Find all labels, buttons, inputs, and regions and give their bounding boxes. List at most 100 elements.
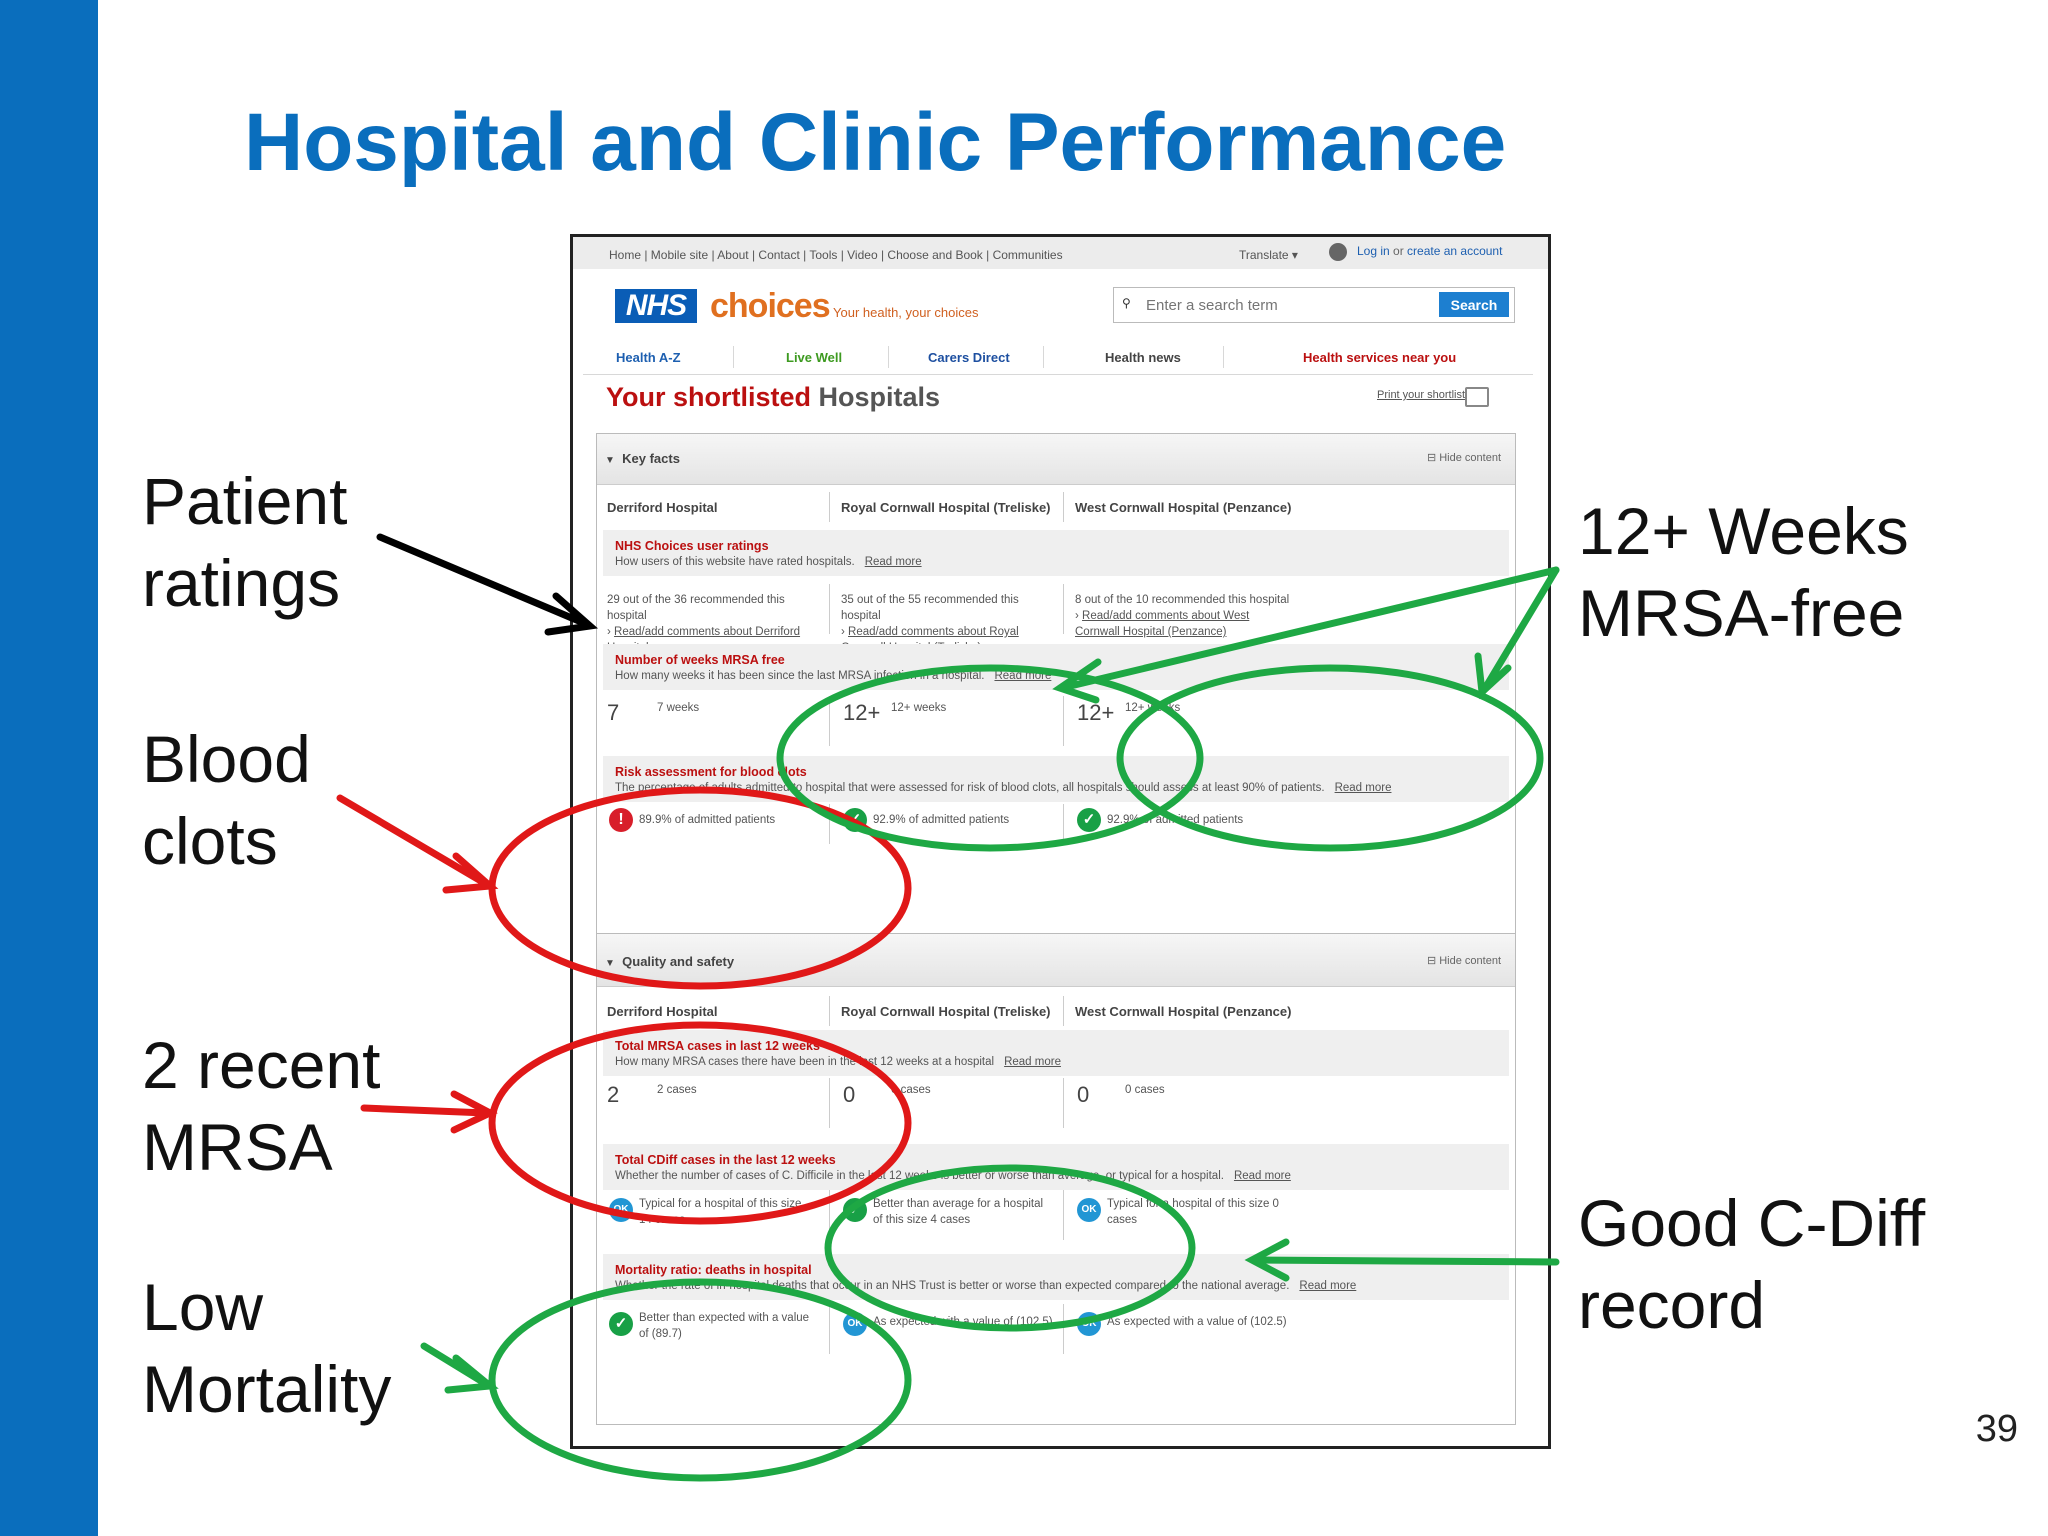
main-nav: Health A-Z Live Well Carers Direct Healt… bbox=[583, 340, 1533, 375]
print-shortlist-link[interactable]: Print your shortlist bbox=[1377, 389, 1466, 401]
label-cdiff-record: Good C-Diff record bbox=[1578, 1186, 1926, 1342]
hospital-column-1: Derriford Hospital bbox=[607, 500, 718, 515]
column-divider bbox=[1063, 1304, 1064, 1354]
search-input[interactable] bbox=[1144, 294, 1438, 316]
choices-logo[interactable]: choices bbox=[710, 287, 831, 325]
slide-sidebar-bar bbox=[0, 0, 98, 1536]
label-patient-ratings: Patient ratings bbox=[142, 464, 348, 620]
arrow-cdiff bbox=[1250, 1256, 1560, 1266]
blood-clots-value: 89.9% of admitted patients bbox=[639, 814, 776, 826]
ellipse-mrsa-free-royal bbox=[776, 664, 1204, 852]
column-divider bbox=[829, 584, 830, 634]
hospital-column-3: West Cornwall Hospital (Penzance) bbox=[1075, 1004, 1292, 1019]
quality-safety-title: ▼ Quality and safety bbox=[605, 954, 735, 969]
nav-divider bbox=[1223, 346, 1224, 368]
read-more-link[interactable]: Read more bbox=[1004, 1056, 1061, 1068]
quality-safety-panel: ▼ Quality and safety ⊟ Hide content Derr… bbox=[596, 933, 1516, 1425]
column-divider bbox=[829, 1190, 830, 1240]
mrsa-cases-value: 0 bbox=[843, 1082, 856, 1107]
ellipse-cdiff bbox=[824, 1164, 1196, 1332]
arrow-recent-mrsa bbox=[360, 1104, 490, 1117]
mrsa-weeks-text: 12+ weeks bbox=[891, 702, 947, 714]
hospital-column-3: West Cornwall Hospital (Penzance) bbox=[1075, 500, 1292, 515]
mrsa-cases-text: 2 cases bbox=[657, 1084, 697, 1096]
column-divider bbox=[829, 996, 830, 1026]
collapse-triangle-icon: ▼ bbox=[605, 455, 615, 466]
label-low-mortality: Low Mortality bbox=[142, 1270, 392, 1426]
search-icon: ⚲ bbox=[1122, 296, 1131, 310]
nhs-choices-screenshot: Home | Mobile site | About | Contact | T… bbox=[570, 234, 1551, 1449]
page-title: Your shortlisted Hospitals bbox=[606, 382, 941, 412]
nav-live-well[interactable]: Live Well bbox=[786, 350, 843, 365]
column-divider bbox=[1063, 696, 1064, 746]
top-nav-links[interactable]: Home | Mobile site | About | Contact | T… bbox=[609, 248, 1063, 262]
cdiff-header: Total CDiff cases in the last 12 weeks W… bbox=[603, 1144, 1509, 1190]
nav-divider bbox=[733, 346, 734, 368]
column-divider bbox=[829, 696, 830, 746]
read-more-link[interactable]: Read more bbox=[1299, 1280, 1357, 1292]
nhs-logo[interactable]: NHS bbox=[615, 289, 697, 323]
login-link[interactable]: Log in bbox=[1357, 244, 1390, 259]
translate-dropdown[interactable]: Translate ▾ bbox=[1239, 248, 1298, 262]
column-divider bbox=[1063, 584, 1064, 634]
column-divider bbox=[829, 804, 830, 844]
comments-link[interactable]: Read/add comments about West Cornwall Ho… bbox=[1075, 610, 1250, 638]
read-more-link[interactable]: Read more bbox=[864, 556, 922, 568]
quality-safety-header[interactable]: ▼ Quality and safety ⊟ Hide content bbox=[597, 934, 1515, 987]
user-ratings-header: NHS Choices user ratings How users of th… bbox=[603, 530, 1509, 576]
mrsa-weeks-value: 12+ bbox=[1077, 700, 1115, 725]
hide-content-toggle[interactable]: ⊟ Hide content bbox=[1426, 955, 1501, 967]
hospital-column-2: Royal Cornwall Hospital (Treliske) bbox=[841, 1004, 1051, 1019]
arrow-patient-ratings bbox=[376, 533, 599, 636]
label-mrsa-free: 12+ Weeks MRSA-free bbox=[1578, 494, 1909, 650]
nav-divider bbox=[888, 346, 889, 368]
arrow-mrsa-free-1 bbox=[1058, 566, 1560, 692]
arrow-mrsa-free-2 bbox=[1480, 566, 1560, 694]
nav-health-a-z[interactable]: Health A-Z bbox=[616, 350, 681, 365]
key-facts-title: ▼ Key facts bbox=[605, 451, 680, 466]
mortality-value: As expected with a value of (102.5) bbox=[1107, 1316, 1287, 1328]
nav-divider bbox=[1043, 346, 1044, 368]
mrsa-cases-header: Total MRSA cases in last 12 weeks How ma… bbox=[603, 1030, 1509, 1076]
nav-health-services[interactable]: Health services near you bbox=[1303, 350, 1457, 365]
user-icon bbox=[1329, 243, 1347, 261]
top-utility-bar bbox=[573, 237, 1548, 269]
arrow-blood-clots bbox=[336, 794, 490, 888]
mrsa-cases-value: 2 bbox=[607, 1082, 620, 1107]
mrsa-weeks-value: 7 bbox=[607, 700, 620, 725]
mrsa-cases-value: 0 bbox=[1077, 1082, 1090, 1107]
ellipse-blood-clots bbox=[488, 786, 912, 990]
key-facts-panel: ▼ Key facts ⊟ Hide content Derriford Hos… bbox=[596, 433, 1516, 935]
create-account-link[interactable]: create an account bbox=[1407, 244, 1503, 259]
tagline: Your health, your choices bbox=[833, 305, 979, 320]
mrsa-weeks-text: 7 weeks bbox=[657, 702, 700, 714]
blood-clots-value: 92.9% of admitted patients bbox=[873, 814, 1010, 826]
ellipse-mortality bbox=[488, 1278, 912, 1482]
column-divider bbox=[1063, 1078, 1064, 1128]
login-area[interactable]: Log in or create an account bbox=[1329, 243, 1502, 261]
ellipse-recent-mrsa bbox=[488, 1021, 912, 1225]
tick-icon: ✓ bbox=[1077, 808, 1101, 832]
printer-icon[interactable] bbox=[1465, 387, 1489, 407]
ellipse-mrsa-free-west bbox=[1116, 664, 1544, 852]
rating-cell: 8 out of the 10 recommended this hospita… bbox=[1075, 594, 1290, 638]
column-divider bbox=[1063, 804, 1064, 844]
alert-icon: ! bbox=[609, 808, 633, 832]
label-blood-clots: Blood clots bbox=[142, 722, 311, 878]
nav-health-news[interactable]: Health news bbox=[1105, 350, 1181, 365]
hide-content-toggle[interactable]: ⊟ Hide content bbox=[1426, 452, 1501, 464]
search-button[interactable]: Search bbox=[1439, 292, 1509, 317]
column-divider bbox=[1063, 996, 1064, 1026]
key-facts-header[interactable]: ▼ Key facts ⊟ Hide content bbox=[597, 434, 1515, 485]
column-divider bbox=[829, 1078, 830, 1128]
read-more-link[interactable]: Read more bbox=[1233, 1170, 1291, 1182]
collapse-triangle-icon: ▼ bbox=[605, 958, 615, 969]
login-or: or bbox=[1389, 244, 1408, 259]
nav-carers-direct[interactable]: Carers Direct bbox=[928, 350, 1010, 365]
hospital-column-2: Royal Cornwall Hospital (Treliske) bbox=[841, 500, 1051, 515]
column-divider bbox=[1063, 492, 1064, 522]
read-more-link[interactable]: Read more bbox=[1334, 782, 1392, 794]
mrsa-weeks-value: 12+ bbox=[843, 700, 881, 725]
hospital-column-1: Derriford Hospital bbox=[607, 1004, 718, 1019]
